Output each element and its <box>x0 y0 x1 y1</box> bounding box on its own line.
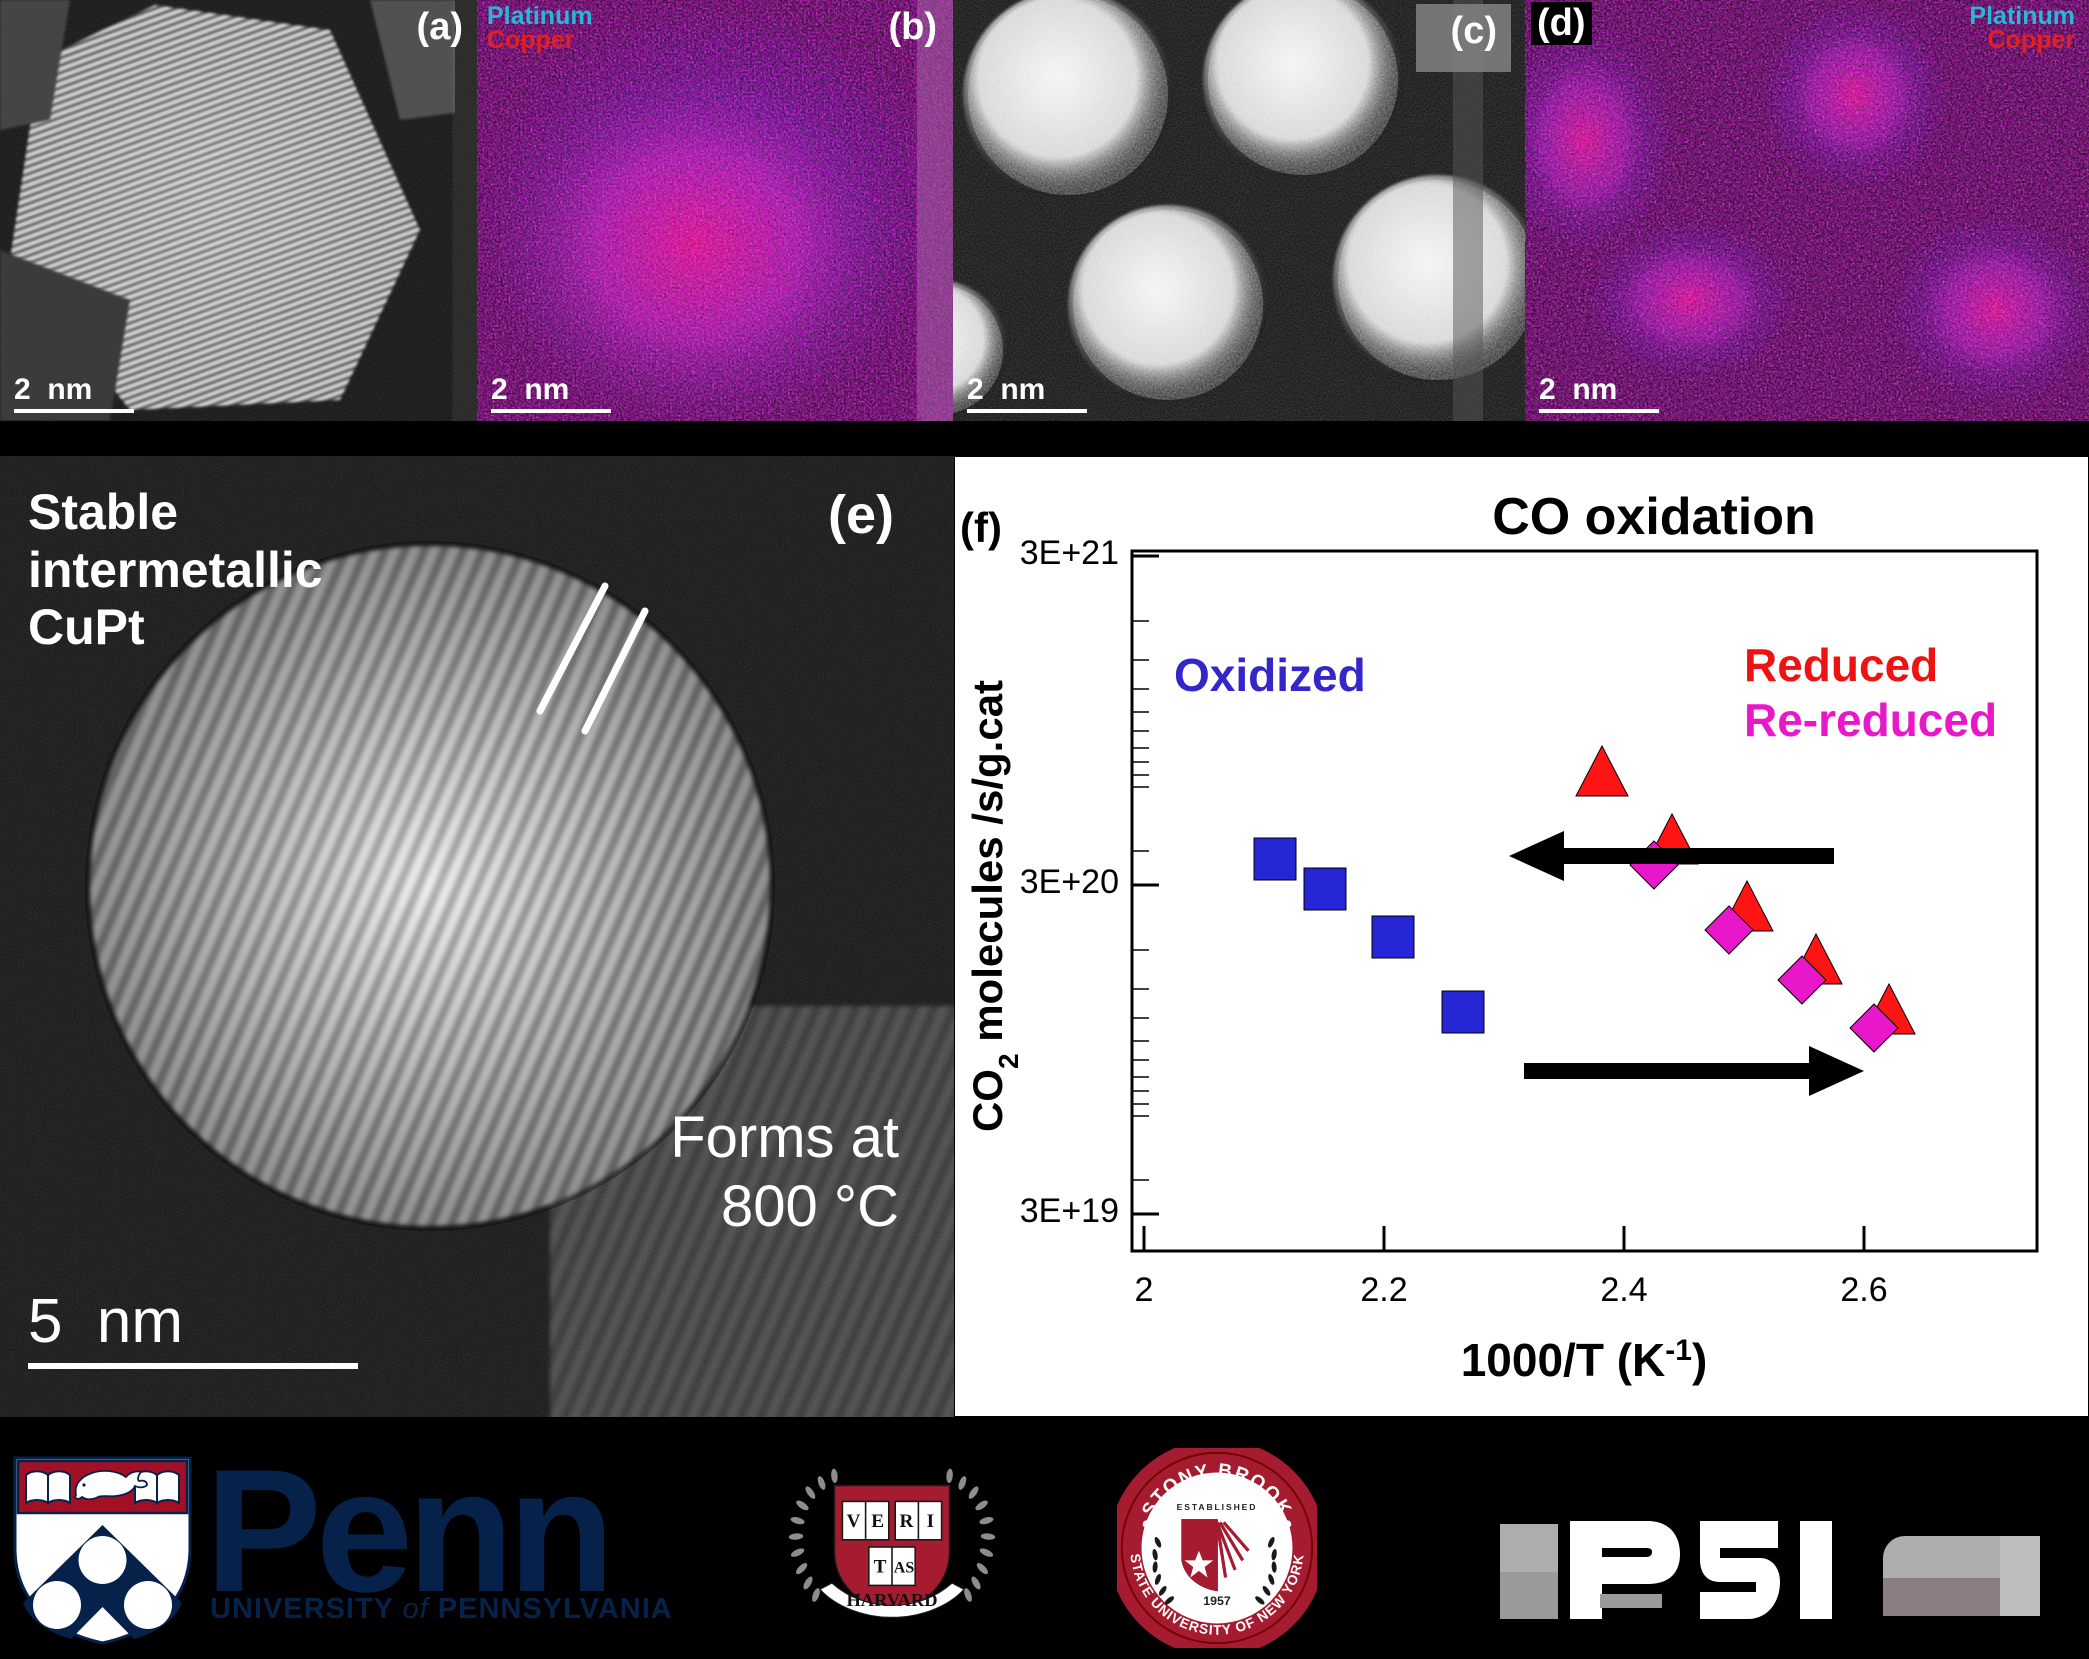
svg-text:T: T <box>874 1557 887 1578</box>
svg-text:CO oxidation: CO oxidation <box>1492 488 1816 546</box>
svg-text:1000/T (K-1): 1000/T (K-1) <box>1461 1334 1708 1387</box>
svg-text:I: I <box>927 1511 934 1532</box>
svg-text:3E+20: 3E+20 <box>1020 863 1119 901</box>
svg-text:Oxidized: Oxidized <box>1174 649 1366 701</box>
svg-text:R: R <box>899 1511 914 1532</box>
svg-text:HARVARD: HARVARD <box>847 1590 938 1610</box>
svg-text:2.6: 2.6 <box>1840 1271 1887 1309</box>
svg-text:E: E <box>871 1511 884 1532</box>
svg-text:AS: AS <box>894 1560 915 1577</box>
svg-text:2.2: 2.2 <box>1360 1271 1407 1309</box>
svg-text:ESTABLISHED: ESTABLISHED <box>1177 1502 1258 1512</box>
svg-text:3E+19: 3E+19 <box>1020 1192 1119 1230</box>
svg-text:2: 2 <box>1135 1271 1154 1309</box>
svg-text:V: V <box>847 1511 861 1532</box>
svg-text:CO2 molecules /s/g.cat: CO2 molecules /s/g.cat <box>964 680 1024 1132</box>
svg-text:3E+21: 3E+21 <box>1020 534 1119 572</box>
svg-text:Reduced: Reduced <box>1744 639 1938 691</box>
svg-text:Re-reduced: Re-reduced <box>1744 694 1997 746</box>
svg-text:2.4: 2.4 <box>1600 1271 1647 1309</box>
svg-text:1957: 1957 <box>1203 1594 1231 1608</box>
